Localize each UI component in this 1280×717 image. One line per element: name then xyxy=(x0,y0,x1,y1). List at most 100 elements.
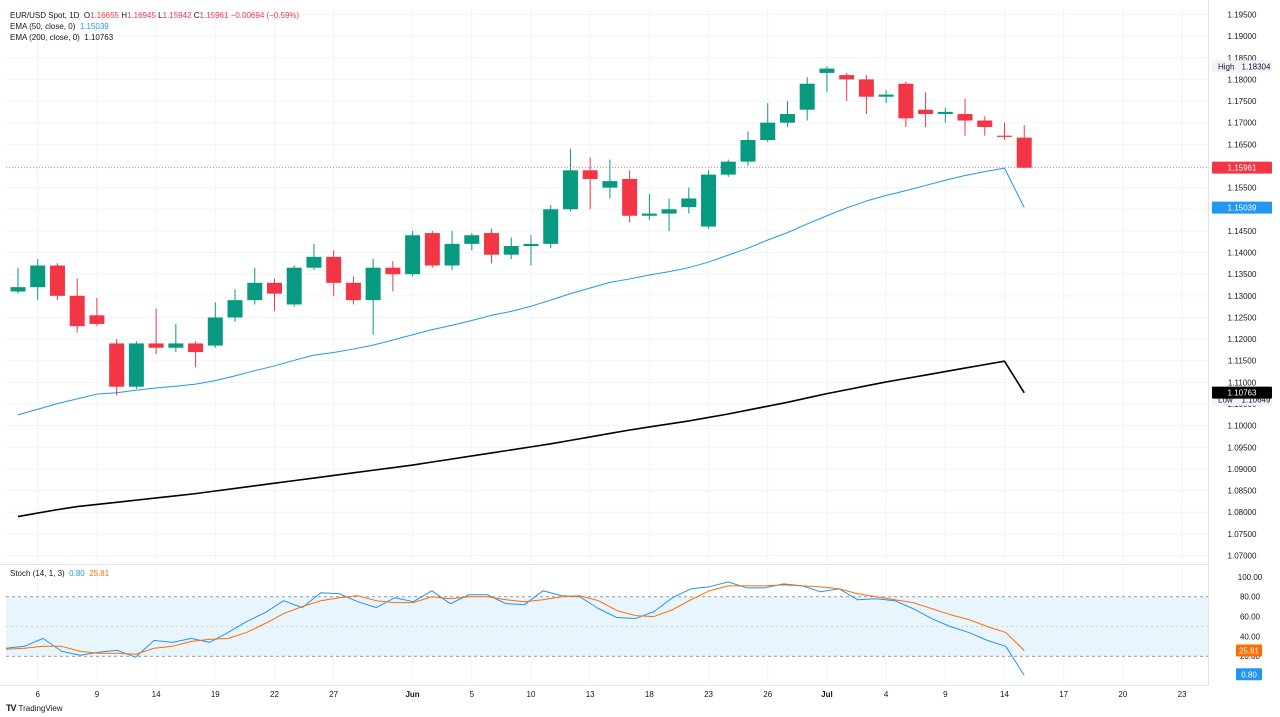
candle-body xyxy=(720,161,736,175)
price-tick-label: 1.14000 xyxy=(1228,249,1257,258)
candle-body xyxy=(49,265,65,296)
price-tick-label: 1.12500 xyxy=(1228,313,1257,322)
time-tick-label: 22 xyxy=(270,690,279,699)
price-tick-label: 1.18500 xyxy=(1228,54,1257,63)
candle xyxy=(582,157,598,210)
candle xyxy=(128,341,144,389)
candle-body xyxy=(977,120,993,128)
last-price-tag-bg xyxy=(1212,161,1272,174)
time-tick-label: 5 xyxy=(470,690,475,699)
tradingview-logo[interactable]: TV TradingView xyxy=(6,703,63,713)
candle xyxy=(345,276,361,305)
price-tick-label: 1.17000 xyxy=(1228,119,1257,128)
price-tick-label: 1.09000 xyxy=(1228,465,1257,474)
time-tick-label: 26 xyxy=(763,690,772,699)
ema50-tag: 1.15039 xyxy=(1228,204,1257,213)
time-tick-label: 14 xyxy=(1000,690,1009,699)
candle xyxy=(918,92,934,128)
candle xyxy=(839,72,855,102)
candle xyxy=(385,261,401,292)
candle-body xyxy=(188,343,204,353)
candle xyxy=(69,278,85,333)
candle-body xyxy=(109,343,125,387)
candle xyxy=(937,107,953,123)
time-tick-label: 23 xyxy=(704,690,713,699)
candle xyxy=(365,259,381,335)
price-tick-label: 1.16500 xyxy=(1228,140,1257,149)
price-tick-label: 1.15500 xyxy=(1228,184,1257,193)
candle xyxy=(444,230,460,270)
ema50-value: 1.15039 xyxy=(79,22,109,31)
high-label: H xyxy=(121,11,127,20)
candle-body xyxy=(622,178,638,216)
candle xyxy=(701,170,717,229)
candle xyxy=(760,103,776,143)
candle-body xyxy=(878,94,894,97)
candle xyxy=(464,233,480,251)
candle-body xyxy=(207,317,223,346)
candle xyxy=(779,101,795,128)
low-tag-value: 1.10649 xyxy=(1242,396,1271,405)
ema50-label: EMA (50, close, 0) xyxy=(10,22,76,31)
candle xyxy=(681,187,697,214)
price-tick-label: 1.08500 xyxy=(1228,487,1257,496)
time-tick-label: 20 xyxy=(1118,690,1127,699)
candle xyxy=(977,116,993,136)
stoch-tick-label: 100.00 xyxy=(1238,573,1263,582)
high-tag-value: 1.18304 xyxy=(1242,62,1271,71)
candle-body xyxy=(286,267,302,305)
time-tick-label: 23 xyxy=(1178,690,1187,699)
candle-body xyxy=(424,233,440,266)
candle-body xyxy=(69,295,85,327)
candle xyxy=(30,259,46,301)
candle-body xyxy=(326,256,342,283)
candle xyxy=(898,81,914,128)
candle xyxy=(720,159,736,177)
stoch-label: Stoch (14, 1, 3) xyxy=(10,569,65,578)
candle-body xyxy=(503,246,519,255)
stoch-d-tag: 25.81 xyxy=(1239,646,1260,655)
candle xyxy=(89,297,105,327)
candle-body xyxy=(227,300,243,318)
candle-body xyxy=(168,343,184,348)
time-tick-label: 19 xyxy=(211,690,220,699)
candle-body xyxy=(898,83,914,119)
open-value: 1.16655 xyxy=(90,11,119,20)
candle xyxy=(207,302,223,348)
stoch-d-line xyxy=(5,584,1025,655)
candle-body xyxy=(779,114,795,123)
candle-body xyxy=(760,122,776,141)
candle-body xyxy=(464,235,480,244)
stoch-tick-label: 80.00 xyxy=(1240,593,1261,602)
candle-body xyxy=(405,235,421,275)
price-tick-label: 1.11500 xyxy=(1228,357,1257,366)
price-tick-label: 1.12000 xyxy=(1228,335,1257,344)
time-tick-label: 4 xyxy=(884,690,889,699)
candle-body xyxy=(385,267,401,275)
candle-body xyxy=(148,343,164,348)
price-tick-label: 1.19500 xyxy=(1228,10,1257,19)
price-tick-label: 1.07000 xyxy=(1228,552,1257,561)
price-tick-label: 1.10000 xyxy=(1228,422,1257,431)
candle xyxy=(622,170,638,223)
ema50-line: EMA (50, close, 0) 1.15039 xyxy=(10,21,299,32)
time-tick-label: 18 xyxy=(645,690,654,699)
candle xyxy=(306,243,322,270)
candle-body xyxy=(701,174,717,227)
stoch-d-tag-bg xyxy=(1236,644,1262,657)
close-label: C xyxy=(193,11,200,20)
candle xyxy=(997,122,1012,141)
candle xyxy=(227,289,243,322)
open-label: O xyxy=(83,11,91,20)
ema200-tag: 1.10763 xyxy=(1228,389,1257,398)
time-tick-label: 13 xyxy=(586,690,595,699)
high-tag-label: High xyxy=(1218,62,1234,71)
candle xyxy=(1016,125,1032,169)
time-tick-label: 27 xyxy=(329,690,338,699)
tradingview-logo-text: TradingView xyxy=(18,703,63,713)
candle-body xyxy=(345,282,361,301)
candle xyxy=(641,194,657,221)
candle-body xyxy=(10,287,26,292)
candle-body xyxy=(641,213,657,216)
